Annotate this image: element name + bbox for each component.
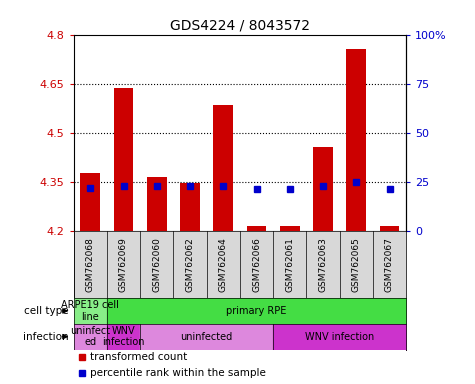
Text: WNV infection: WNV infection bbox=[305, 332, 374, 342]
Bar bbox=[147, 177, 167, 231]
Text: primary RPE: primary RPE bbox=[226, 306, 287, 316]
Bar bbox=[80, 174, 100, 231]
Text: uninfected: uninfected bbox=[180, 332, 233, 342]
Text: uninfect
ed: uninfect ed bbox=[70, 326, 110, 348]
Bar bbox=[247, 226, 266, 231]
Text: transformed count: transformed count bbox=[90, 352, 188, 362]
Text: WNV
infection: WNV infection bbox=[102, 326, 145, 348]
Text: GSM762061: GSM762061 bbox=[285, 237, 294, 292]
Text: GSM762062: GSM762062 bbox=[186, 237, 194, 292]
Bar bbox=[313, 147, 333, 231]
Title: GDS4224 / 8043572: GDS4224 / 8043572 bbox=[170, 18, 310, 32]
Text: GSM762063: GSM762063 bbox=[319, 237, 327, 292]
Bar bbox=[180, 183, 200, 231]
Text: infection: infection bbox=[23, 332, 69, 342]
Text: GSM762069: GSM762069 bbox=[119, 237, 128, 292]
Text: GSM762060: GSM762060 bbox=[152, 237, 161, 292]
Text: GSM762065: GSM762065 bbox=[352, 237, 361, 292]
Text: percentile rank within the sample: percentile rank within the sample bbox=[90, 367, 266, 377]
Bar bbox=[114, 88, 133, 231]
Text: GSM762068: GSM762068 bbox=[86, 237, 95, 292]
Bar bbox=[213, 105, 233, 231]
Text: GSM762067: GSM762067 bbox=[385, 237, 394, 292]
Text: GSM762064: GSM762064 bbox=[219, 237, 228, 292]
Bar bbox=[380, 226, 399, 231]
Text: ARPE19 cell
line: ARPE19 cell line bbox=[61, 300, 119, 322]
Bar bbox=[346, 49, 366, 231]
Text: GSM762066: GSM762066 bbox=[252, 237, 261, 292]
Bar bbox=[280, 226, 300, 231]
Text: cell type: cell type bbox=[24, 306, 69, 316]
